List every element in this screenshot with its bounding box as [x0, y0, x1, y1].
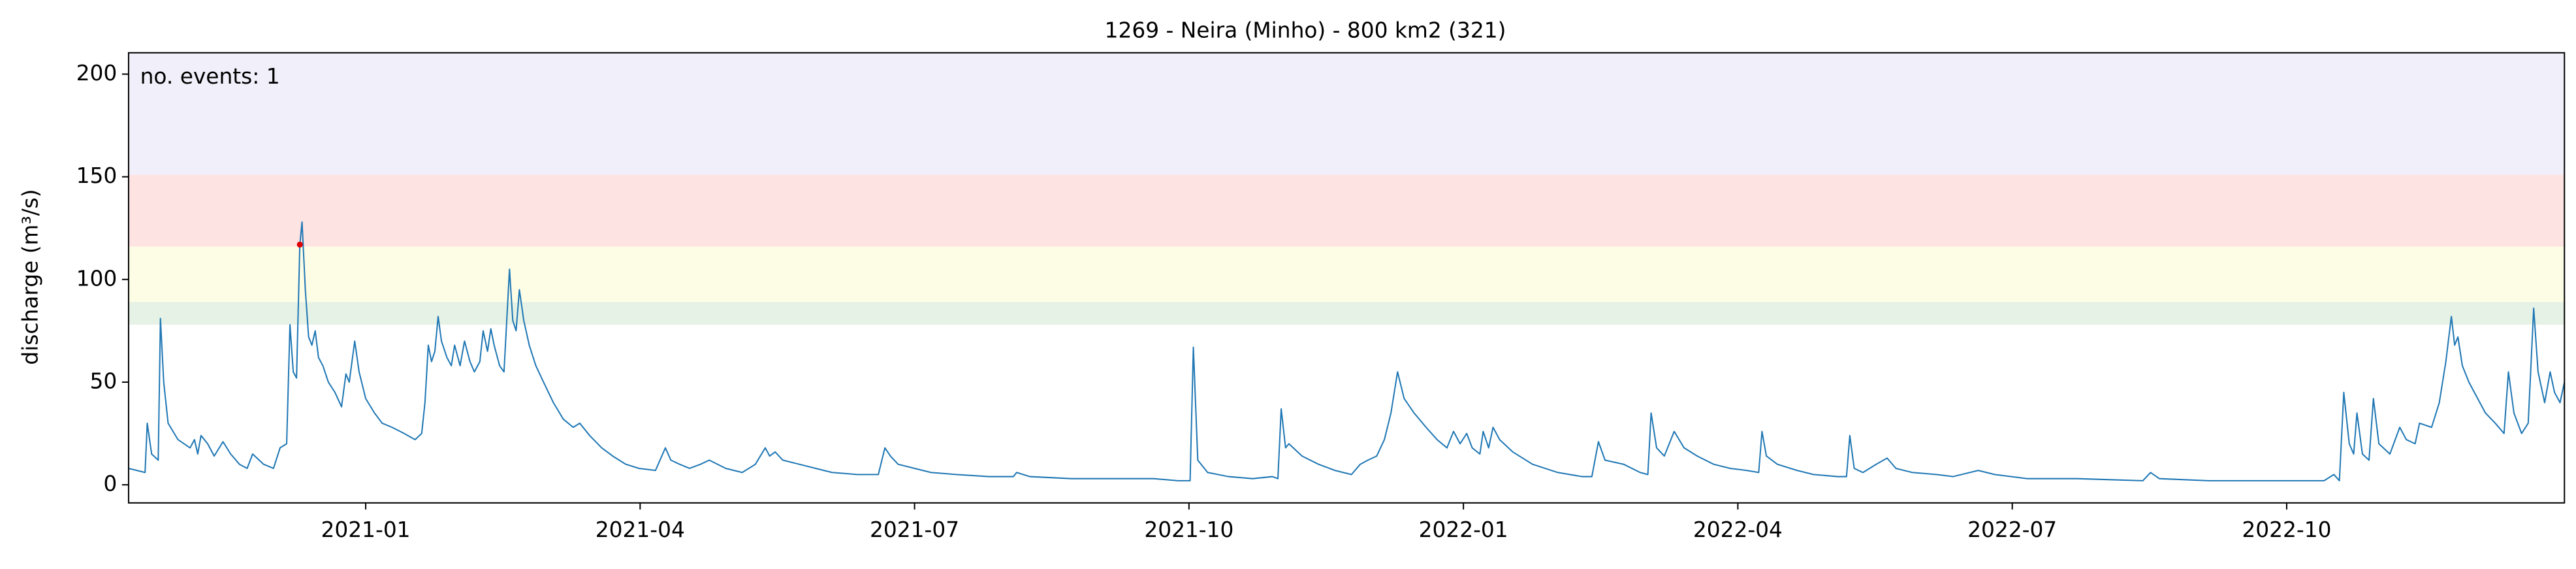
- chart-title: 1269 - Neira (Minho) - 800 km2 (321): [1105, 18, 1506, 42]
- y-tick-label: 100: [76, 266, 118, 291]
- x-tick-label: 2021-10: [1144, 517, 1233, 542]
- x-tick-label: 2022-10: [2242, 517, 2331, 542]
- threshold-band: [128, 52, 2565, 175]
- x-tick-label: 2022-04: [1693, 517, 1783, 542]
- event-marker: [296, 241, 303, 248]
- annotation: no. events: 1: [140, 64, 280, 89]
- discharge-line: [128, 221, 2566, 481]
- x-tick-label: 2021-04: [596, 517, 685, 542]
- threshold-band: [128, 246, 2565, 302]
- y-tick-label: 150: [76, 163, 118, 188]
- y-tick-label: 50: [90, 368, 118, 393]
- y-axis-label: discharge (m³/s): [18, 189, 43, 365]
- y-tick-label: 200: [76, 61, 118, 86]
- x-tick-label: 2021-01: [321, 517, 411, 542]
- threshold-band: [128, 302, 2565, 325]
- threshold-band: [128, 174, 2565, 247]
- y-tick-label: 0: [103, 472, 117, 496]
- x-tick-label: 2022-07: [1967, 517, 2057, 542]
- x-tick-label: 2021-07: [870, 517, 959, 542]
- x-tick-label: 2022-01: [1419, 517, 1508, 542]
- plot-frame: [127, 52, 2566, 504]
